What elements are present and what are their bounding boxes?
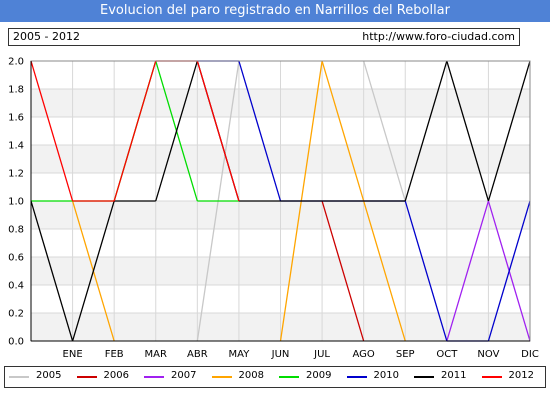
y-tick-label: 1.6 bbox=[8, 113, 24, 124]
legend-swatch bbox=[9, 376, 29, 378]
legend-swatch bbox=[211, 376, 232, 378]
legend-swatch bbox=[346, 376, 367, 378]
x-tick-label: JUN bbox=[271, 349, 290, 360]
series-lines bbox=[30, 60, 531, 342]
y-tick-label: 1.4 bbox=[8, 141, 24, 152]
x-tick-label: AGO bbox=[353, 349, 375, 360]
y-tick-label: 1.2 bbox=[8, 169, 24, 180]
legend-label: 2012 bbox=[508, 370, 534, 381]
y-tick-label: 1.8 bbox=[8, 85, 24, 96]
legend-label: 2011 bbox=[441, 370, 467, 381]
y-tick-label: 2.0 bbox=[8, 57, 24, 68]
series-2010-segment bbox=[238, 60, 282, 202]
series-2011-segment bbox=[404, 60, 448, 202]
x-tick-label: SEP bbox=[396, 349, 415, 360]
chart-title: Evolucion del paro registrado en Narrill… bbox=[0, 0, 550, 22]
series-2011-segment bbox=[446, 60, 490, 202]
series-2008-segment bbox=[321, 60, 365, 202]
series-2011-segment bbox=[487, 60, 531, 202]
series-2006-segment bbox=[321, 200, 365, 342]
y-tick-label: 1.0 bbox=[8, 197, 24, 208]
legend-swatch bbox=[481, 376, 502, 378]
legend-label: 2005 bbox=[36, 370, 62, 381]
legend-label: 2009 bbox=[306, 370, 332, 381]
series-2008-segment bbox=[363, 200, 406, 342]
legend: 2005 2006 2007 2008 2009 2010 2011 2012 bbox=[4, 366, 546, 388]
legend-label: 2007 bbox=[171, 370, 197, 381]
source-url: http://www.foro-ciudad.com bbox=[362, 30, 515, 43]
series-2012 bbox=[30, 60, 240, 202]
x-tick-label: ABR bbox=[187, 349, 208, 360]
series-2012-segment bbox=[30, 60, 74, 202]
series-2012-segment bbox=[196, 60, 240, 202]
x-tick-label: OCT bbox=[436, 349, 458, 360]
series-2011-segment bbox=[30, 200, 74, 342]
x-tick-label: FEB bbox=[105, 349, 124, 360]
series-2012-segment bbox=[113, 60, 157, 202]
x-tick-label: MAR bbox=[145, 349, 167, 360]
series-2007-segment bbox=[446, 200, 490, 342]
x-tick-label: MAY bbox=[229, 349, 251, 360]
legend-swatch bbox=[414, 376, 434, 378]
y-tick-label: 0.4 bbox=[8, 281, 24, 292]
legend-label: 2008 bbox=[238, 370, 264, 381]
series-2005-segment bbox=[363, 60, 406, 202]
series-2010-segment bbox=[487, 200, 531, 342]
period-label: 2005 - 2012 bbox=[13, 30, 80, 43]
y-tick-label: 0.8 bbox=[8, 225, 24, 236]
x-tick-label: JUL bbox=[313, 349, 330, 360]
y-tick-label: 0.0 bbox=[8, 337, 24, 348]
legend-swatch bbox=[279, 376, 299, 378]
series-2006 bbox=[321, 200, 365, 342]
y-tick-labels: 0.0 0.2 0.4 0.6 0.8 1.0 1.2 1.4 1.6 1.8 2.0 bbox=[8, 57, 24, 348]
legend-label: 2006 bbox=[103, 370, 129, 381]
x-tick-label: NOV bbox=[477, 349, 499, 360]
line-chart: 0.0 0.2 0.4 0.6 0.8 1.0 1.2 1.4 1.6 1.8 2.0 ENE FEB… bbox=[8, 57, 539, 361]
axes bbox=[30, 60, 531, 342]
x-tick-labels: ENE FEB MAR ABR MAY JUN JUL AGO SEP OCT NOV DIC bbox=[63, 349, 539, 360]
legend-label: 2010 bbox=[373, 370, 399, 381]
legend-swatch bbox=[76, 376, 97, 378]
legend-swatch bbox=[144, 376, 164, 378]
y-tick-label: 0.2 bbox=[8, 309, 24, 320]
series-2011-segment bbox=[71, 200, 115, 342]
info-box: 2005 - 2012 http://www.foro-ciudad.com bbox=[8, 28, 520, 46]
series-2010-segment bbox=[404, 200, 448, 342]
y-tick-label: 0.6 bbox=[8, 253, 24, 264]
series-2011 bbox=[30, 60, 531, 342]
series-2011-segment bbox=[155, 60, 198, 202]
x-tick-label: ENE bbox=[63, 349, 83, 360]
x-tick-label: DIC bbox=[521, 349, 539, 360]
